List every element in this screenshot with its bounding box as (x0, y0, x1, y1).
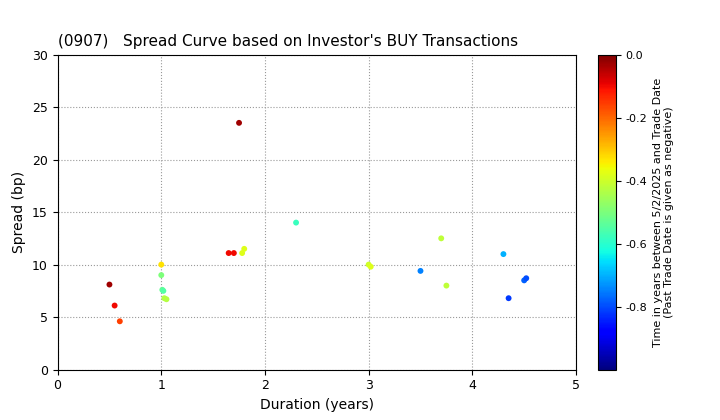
Point (238, 245, 250, 252)
Point (158, 295, 170, 302)
Point (161, 296, 172, 302)
Point (363, 261, 374, 268)
Point (503, 295, 514, 302)
Point (236, 249, 248, 256)
Point (109, 302, 120, 309)
Y-axis label: Spread (bp): Spread (bp) (12, 171, 27, 253)
Point (441, 282, 452, 289)
Point (156, 272, 167, 278)
Point (114, 318, 125, 325)
Point (521, 275, 532, 281)
Point (290, 219, 302, 226)
Point (518, 277, 530, 284)
Point (233, 119, 245, 126)
Point (415, 268, 426, 274)
Point (158, 287, 169, 294)
Point (156, 261, 167, 268)
Point (436, 235, 447, 242)
Point (498, 251, 509, 257)
Point (228, 249, 240, 256)
Text: (0907)   Spread Curve based on Investor's BUY Transactions: (0907) Spread Curve based on Investor's … (58, 34, 518, 49)
X-axis label: Duration (years): Duration (years) (260, 398, 374, 412)
Point (365, 263, 377, 270)
Point (223, 249, 235, 256)
Point (104, 281, 115, 288)
Point (156, 286, 168, 293)
Y-axis label: Time in years between 5/2/2025 and Trade Date
(Past Trade Date is given as negat: Time in years between 5/2/2025 and Trade… (652, 77, 674, 347)
